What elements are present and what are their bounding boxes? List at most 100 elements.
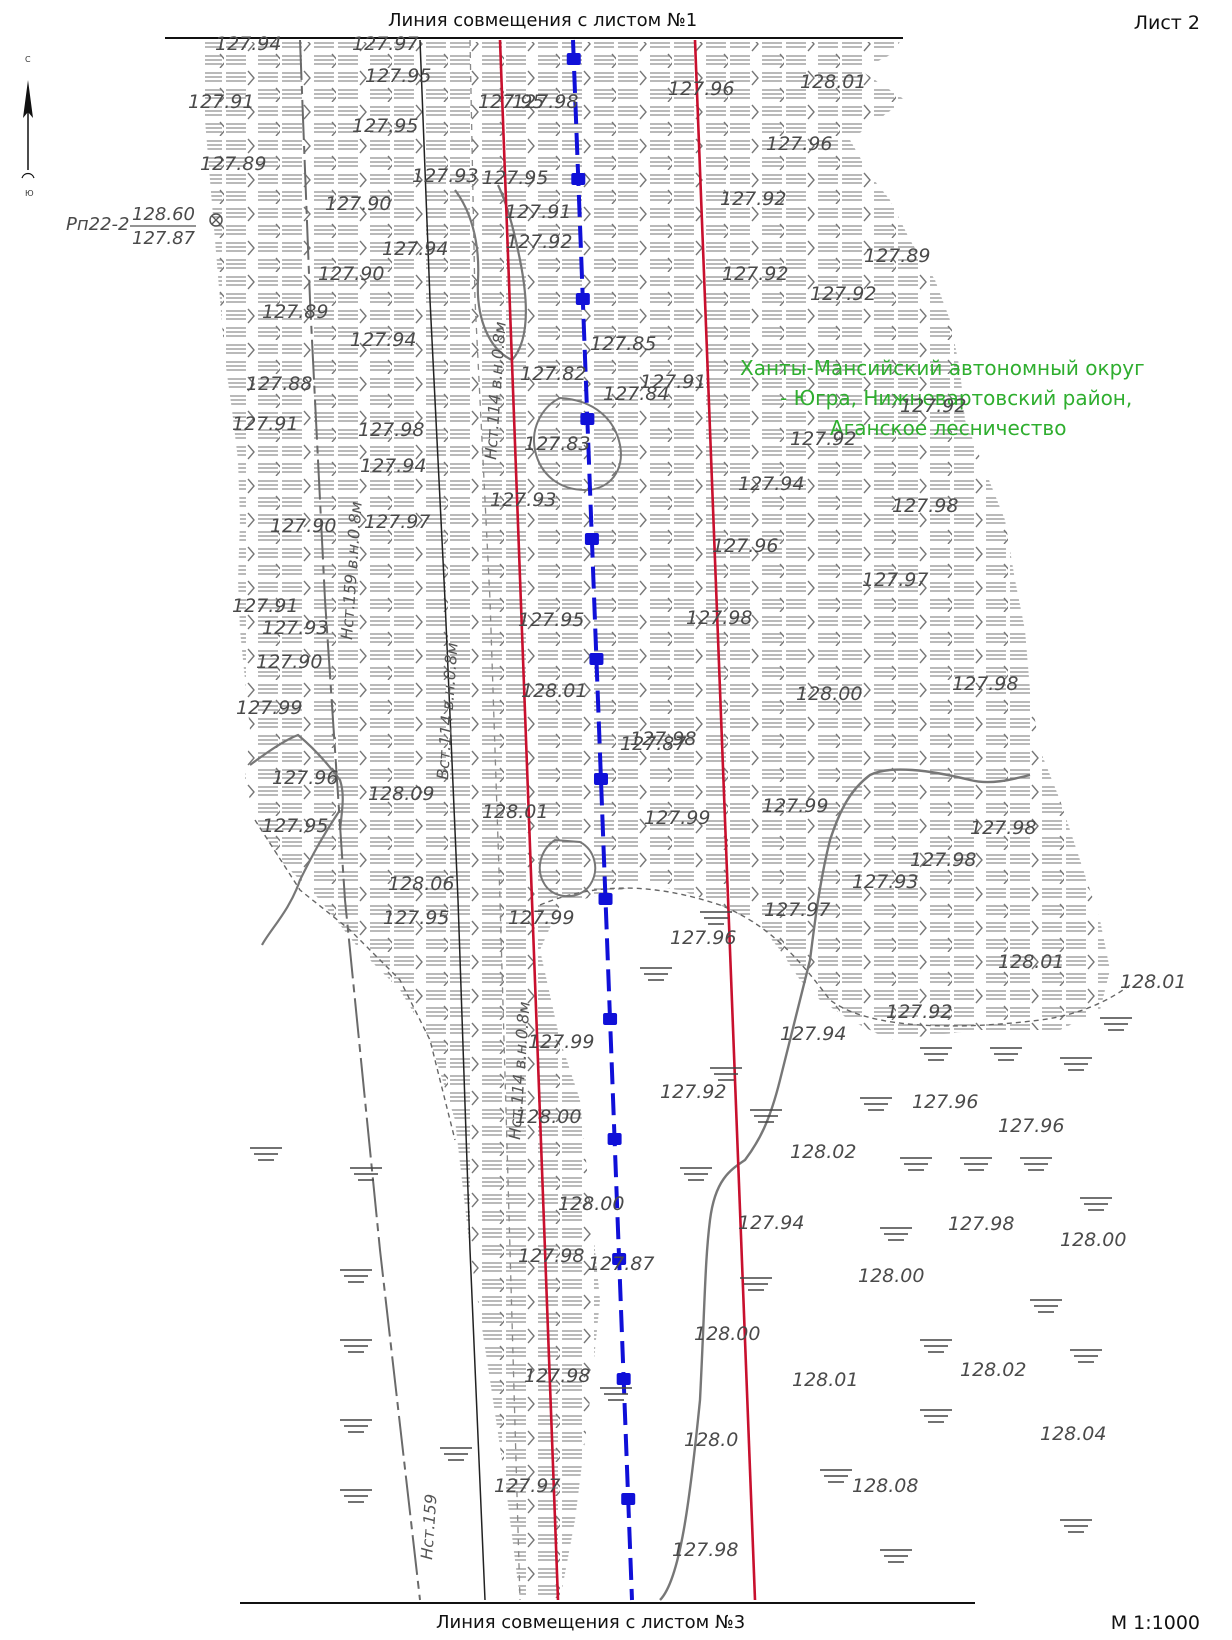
route-marker <box>607 1133 622 1145</box>
spot-elevation: 127.84 <box>603 383 669 405</box>
spot-elevation: 127.95 <box>478 91 544 113</box>
water-symbol <box>340 1489 372 1503</box>
svg-text:127.87: 127.87 <box>132 228 196 249</box>
spot-elevation: 127.91 <box>232 413 298 435</box>
spot-elevation: 127.83 <box>524 433 590 455</box>
water-symbol <box>250 1147 282 1161</box>
spot-elevation: 127.98 <box>672 1539 738 1561</box>
spot-elevation: 127.98 <box>524 1365 590 1387</box>
pipeline-label-5: Нст.159 <box>417 1493 441 1560</box>
spot-elevation: 127.92 <box>900 395 966 417</box>
route-marker <box>621 1493 636 1505</box>
water-symbol <box>880 1549 912 1563</box>
spot-elevation: 128.01 <box>998 951 1064 973</box>
spot-elevation: 127.89 <box>864 245 930 267</box>
route-marker <box>598 893 613 905</box>
spot-elevation: 127.92 <box>506 231 572 253</box>
spot-elevation: 128.04 <box>1040 1423 1106 1445</box>
water-symbol <box>340 1269 372 1283</box>
spot-elevation: 127.90 <box>256 651 322 673</box>
water-symbol <box>880 1227 912 1241</box>
spot-elevation: 127.85 <box>590 333 656 355</box>
svg-text:Ханты-Мансийский автономный ок: Ханты-Мансийский автономный округ <box>740 356 1145 380</box>
spot-elevation: 127.96 <box>670 927 736 949</box>
water-symbol <box>860 1097 892 1111</box>
spot-elevation: 128.00 <box>858 1265 924 1287</box>
contour-line-2 <box>533 396 622 492</box>
spot-elevation: 127.99 <box>762 795 828 817</box>
map-scale: М 1:1000 <box>1110 1612 1200 1634</box>
spot-elevation: 128.00 <box>1060 1229 1126 1251</box>
svg-text:Рп22-2: Рп22-2 <box>66 214 129 235</box>
spot-elevation: 127.94 <box>780 1023 846 1045</box>
route-marker <box>616 1373 631 1385</box>
spot-elevation: 127.91 <box>232 595 298 617</box>
pipeline-vst114 <box>419 39 486 1601</box>
spot-elevation: 128.01 <box>521 680 587 702</box>
spot-elevation: 127.87 <box>620 733 686 755</box>
north-arrow-icon: С Ю <box>21 55 35 198</box>
svg-text:- Югра, Нижневартовский район,: - Югра, Нижневартовский район, <box>780 386 1132 410</box>
spot-elevation: 127.93 <box>412 165 478 187</box>
route-marker <box>580 413 595 425</box>
spot-elevation: 127.98 <box>970 817 1036 839</box>
bottom-match-line-title: Линия совмещения с листом №3 <box>436 1612 746 1633</box>
spot-elevation: 127.96 <box>712 535 778 557</box>
svg-text:128.60: 128.60 <box>132 204 195 225</box>
spot-elevation: 127.89 <box>200 153 266 175</box>
svg-text:Ю: Ю <box>25 189 34 198</box>
contour-line-5 <box>249 733 344 946</box>
spot-elevation: 127.98 <box>910 849 976 871</box>
spot-elevation: 127.95 <box>365 65 431 87</box>
route-marker <box>612 1253 627 1265</box>
spot-elevation: 127.92 <box>720 188 786 210</box>
spot-elevation: 127.91 <box>188 91 254 113</box>
spot-elevation: 127.92 <box>810 283 876 305</box>
spot-elevation: 127.99 <box>644 807 710 829</box>
row-boundary-right <box>693 39 757 1601</box>
water-symbol <box>340 1339 372 1353</box>
row-boundary-left <box>498 39 560 1601</box>
route-marker <box>571 173 586 185</box>
spot-elevation: 128.0 <box>684 1429 738 1451</box>
route-marker <box>584 533 599 545</box>
spot-elevation: 127.87 <box>588 1253 654 1275</box>
water-symbol <box>1020 1157 1052 1171</box>
spot-elevation: 127.95 <box>262 815 328 837</box>
spot-elevation: 127.95 <box>383 907 449 929</box>
spot-elevation: 127.96 <box>766 133 832 155</box>
water-symbol <box>710 1067 742 1081</box>
spot-elevation: 127.89 <box>262 301 328 323</box>
route-markers <box>566 53 636 1505</box>
spot-elevation: 127.97 <box>364 511 430 533</box>
spot-elevation: 127.92 <box>790 428 856 450</box>
spot-elevation: 127.97 <box>352 33 418 55</box>
contour-line-3 <box>538 838 597 898</box>
water-symbol <box>1060 1519 1092 1533</box>
benchmark-rp22-2: Рп22-2 128.60 127.87 <box>66 204 223 249</box>
route-marker <box>593 773 608 785</box>
top-match-line-title: Линия совмещения с листом №1 <box>388 10 698 31</box>
spot-elevation: 127.91 <box>640 371 706 393</box>
contour-line-4 <box>659 768 1031 1601</box>
water-symbol <box>920 1409 952 1423</box>
spot-elevation: 127.94 <box>360 455 426 477</box>
spot-elevation: 127.97 <box>494 1475 560 1497</box>
spot-elevation: 128.01 <box>792 1369 858 1391</box>
spot-elevation: 127.97 <box>764 899 830 921</box>
spot-elevation: 127.96 <box>668 78 734 100</box>
spot-elevation: 127.88 <box>246 373 312 395</box>
water-symbols <box>250 911 1132 1563</box>
spot-elevation: 128.00 <box>515 1106 581 1128</box>
pipeline-nst114-1 <box>469 39 521 1601</box>
spot-elevation: 127.99 <box>528 1031 594 1053</box>
spot-elevation: 127.96 <box>272 767 338 789</box>
spot-elevation: 128.06 <box>388 873 454 895</box>
spot-elevation: 127.99 <box>508 907 574 929</box>
water-symbol <box>1100 1017 1132 1031</box>
water-symbol <box>1080 1197 1112 1211</box>
spot-elevation: 127.92 <box>722 263 788 285</box>
spot-elevation: 128.02 <box>790 1141 856 1163</box>
water-symbol <box>600 1387 632 1401</box>
pipeline-nst159 <box>299 39 421 1601</box>
